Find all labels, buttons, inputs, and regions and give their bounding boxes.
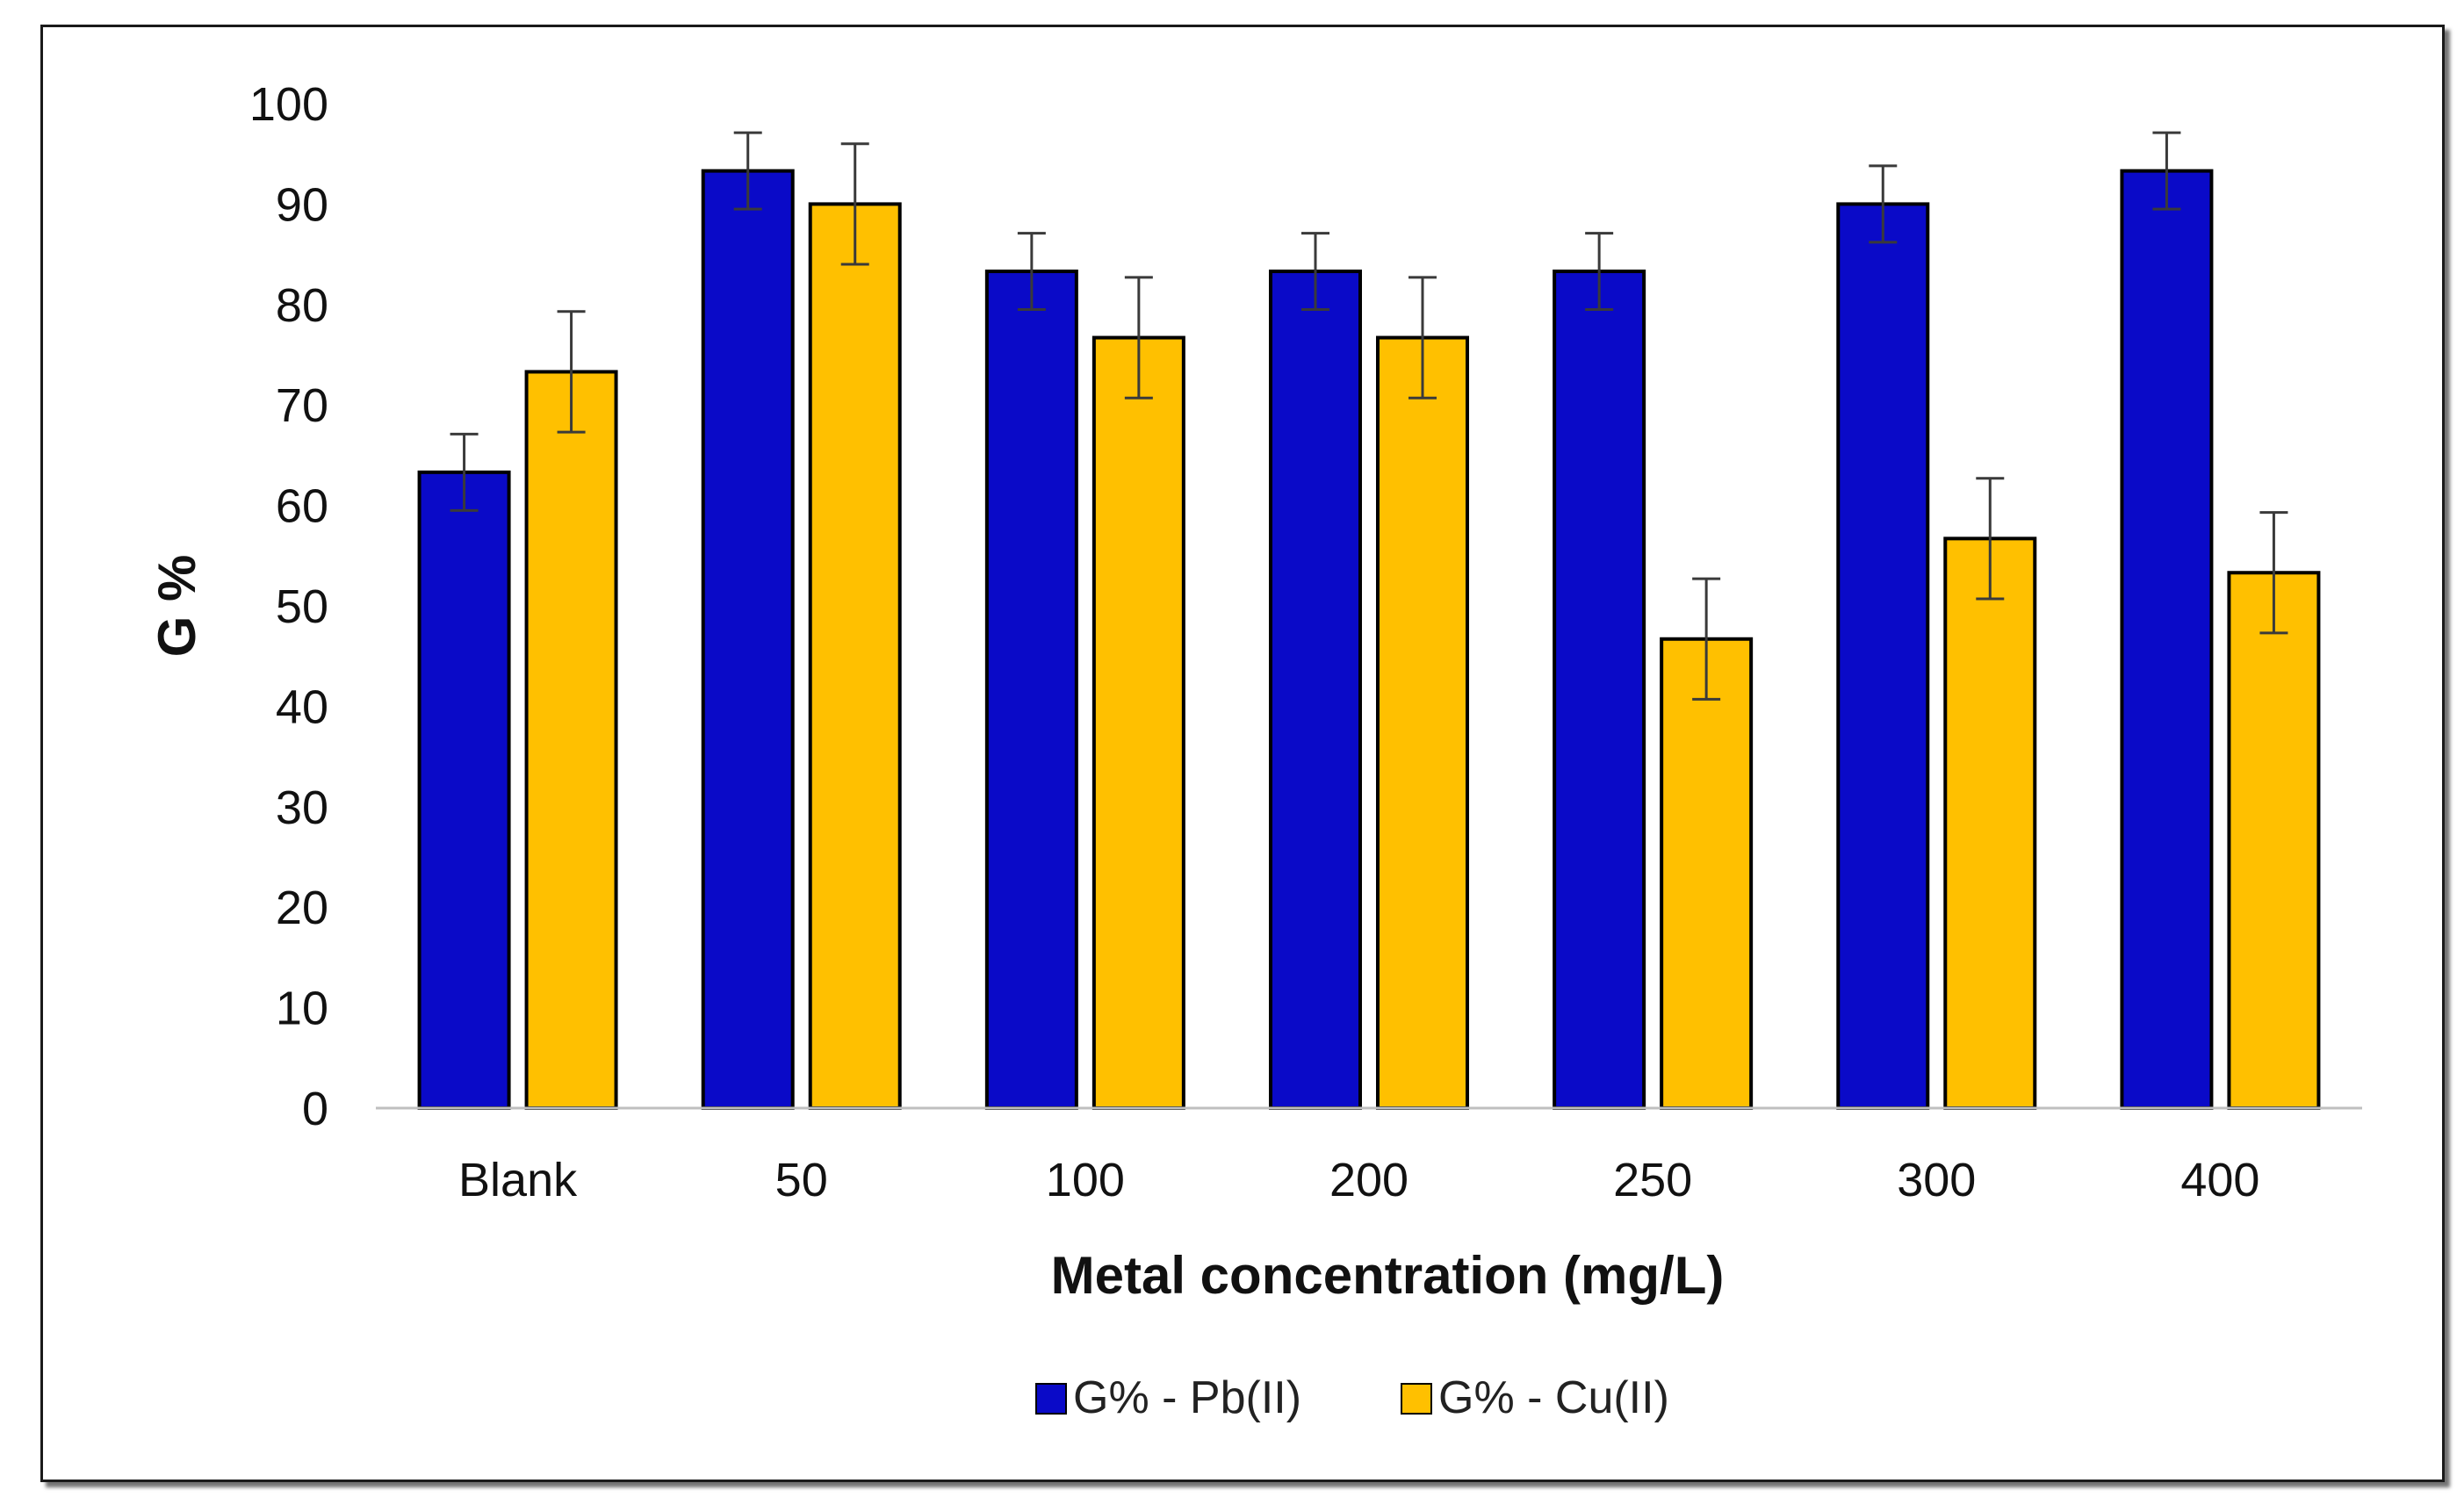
y-tick-label: 60 <box>276 480 328 533</box>
bar <box>1269 270 1362 1111</box>
bar <box>1553 270 1646 1111</box>
bar <box>1092 335 1185 1110</box>
legend: G% - Pb(II) G% - Cu(II) <box>1035 1372 1669 1423</box>
bar <box>524 370 618 1110</box>
y-axis-ticks: 0 10 20 30 40 50 60 70 80 90 100 <box>249 78 328 1135</box>
x-tick-label: 400 <box>2180 1154 2259 1206</box>
error-bars <box>450 131 2288 701</box>
y-tick-label: 90 <box>276 178 328 231</box>
legend-label-pb: G% - Pb(II) <box>1073 1372 1301 1423</box>
x-tick-label: 250 <box>1613 1154 1692 1206</box>
bar <box>984 270 1078 1111</box>
bar <box>701 169 795 1111</box>
x-axis-title: Metal concentration (mg/L) <box>1051 1246 1725 1305</box>
y-axis-title: G % <box>148 555 206 658</box>
bar <box>808 202 902 1110</box>
bars <box>417 169 2321 1111</box>
y-tick-label: 100 <box>249 78 328 131</box>
y-tick-label: 70 <box>276 379 328 432</box>
bar <box>2120 169 2214 1111</box>
y-tick-label: 50 <box>276 580 328 633</box>
legend-swatch-pb <box>1035 1383 1067 1415</box>
y-tick-label: 40 <box>276 680 328 733</box>
x-axis-ticks: Blank 50 100 200 250 300 400 <box>458 1154 2259 1206</box>
x-tick-label: 50 <box>775 1154 828 1206</box>
bar <box>1376 335 1469 1110</box>
bar <box>2227 571 2321 1110</box>
x-tick-label: 300 <box>1897 1154 1976 1206</box>
y-tick-label: 30 <box>276 781 328 834</box>
legend-swatch-cu <box>1401 1383 1432 1415</box>
y-tick-label: 10 <box>276 983 328 1035</box>
y-tick-label: 0 <box>302 1083 328 1135</box>
y-tick-label: 20 <box>276 882 328 934</box>
bar <box>1943 536 2037 1110</box>
legend-label-cu: G% - Cu(II) <box>1438 1372 1669 1423</box>
y-tick-label: 80 <box>276 279 328 332</box>
x-tick-label: Blank <box>458 1154 578 1206</box>
bar <box>417 470 511 1110</box>
bar <box>1836 202 1930 1110</box>
bar <box>1660 637 1754 1110</box>
x-tick-label: 200 <box>1329 1154 1409 1206</box>
x-tick-label: 100 <box>1046 1154 1125 1206</box>
